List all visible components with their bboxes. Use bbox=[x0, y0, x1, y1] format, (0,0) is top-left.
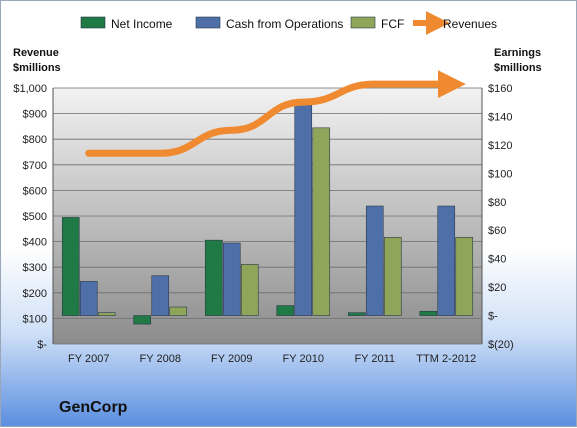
bar-fcf bbox=[97, 312, 116, 316]
bar-net-income bbox=[61, 217, 80, 316]
x-tick-label: FY 2011 bbox=[354, 353, 395, 365]
bar-fcf bbox=[383, 237, 402, 316]
right-tick-label: $(20) bbox=[488, 339, 514, 351]
right-axis-ticks: $(20) $- $20 $40 $60 $80 $100 $120 $140 $160 bbox=[488, 83, 514, 351]
left-tick-label: $1,000 bbox=[13, 83, 47, 95]
bar-net-income bbox=[419, 310, 438, 316]
legend-swatch-fcf bbox=[350, 16, 376, 29]
bar-cash-from-operations bbox=[79, 281, 98, 316]
bar-cash-from-operations bbox=[222, 242, 241, 316]
left-axis-title-line1: Revenue bbox=[13, 47, 59, 59]
left-tick-label: $100 bbox=[23, 313, 47, 325]
bar-cash-from-operations bbox=[151, 275, 170, 316]
right-tick-label: $60 bbox=[488, 225, 506, 237]
right-axis-title-line2: $millions bbox=[494, 62, 542, 74]
left-tick-label: $600 bbox=[23, 185, 47, 197]
legend-label-revenues: Revenues bbox=[443, 17, 497, 31]
revenues-line bbox=[85, 70, 466, 157]
bar-fcf bbox=[240, 264, 259, 316]
legend-label-net-income: Net Income bbox=[111, 17, 173, 31]
legend-label-fcf: FCF bbox=[381, 17, 404, 31]
left-tick-label: $- bbox=[37, 339, 47, 351]
bar-cash-from-operations bbox=[294, 104, 313, 316]
bar-net-income bbox=[347, 312, 366, 316]
left-tick-label: $900 bbox=[23, 109, 47, 121]
bar-net-income bbox=[204, 239, 223, 316]
x-tick-label: TTM 2-2012 bbox=[416, 353, 476, 365]
legend-label-cash-from-operations: Cash from Operations bbox=[226, 17, 343, 31]
left-tick-label: $200 bbox=[23, 288, 47, 300]
bar-cash-from-operations bbox=[365, 205, 384, 316]
x-axis-ticks: FY 2007 FY 2008 FY 2009 FY 2010 FY 2011 TTM 2… bbox=[68, 353, 476, 365]
right-tick-label: $140 bbox=[488, 111, 512, 123]
right-tick-label: $100 bbox=[488, 168, 512, 180]
legend-swatch-net-income bbox=[80, 16, 106, 29]
right-tick-label: $20 bbox=[488, 282, 506, 294]
bar-fcf bbox=[312, 127, 331, 316]
x-tick-label: FY 2007 bbox=[68, 353, 109, 365]
revenue-line bbox=[85, 70, 466, 157]
left-tick-label: $500 bbox=[23, 211, 47, 223]
x-tick-label: FY 2009 bbox=[211, 353, 252, 365]
bars bbox=[61, 104, 474, 325]
left-tick-label: $800 bbox=[23, 134, 47, 146]
legend: Net Income Cash from Operations FCF Revenue… bbox=[80, 11, 497, 35]
bar-fcf bbox=[169, 306, 188, 316]
x-tick-label: FY 2010 bbox=[283, 353, 324, 365]
left-tick-label: $300 bbox=[23, 262, 47, 274]
left-tick-label: $700 bbox=[23, 160, 47, 172]
left-axis-ticks: $- $100 $200 $300 $400 $500 $600 $700 $800 $900 $1… bbox=[13, 83, 47, 351]
bar-fcf bbox=[455, 237, 474, 316]
legend-swatch-cash-from-operations bbox=[195, 16, 221, 29]
x-tick-label: FY 2008 bbox=[140, 353, 181, 365]
right-axis-title-line1: Earnings bbox=[494, 47, 541, 59]
right-tick-label: $120 bbox=[488, 140, 512, 152]
right-tick-label: $160 bbox=[488, 83, 512, 95]
axis-titles: Revenue $millions Earnings $millions bbox=[13, 47, 542, 74]
bar-cash-from-operations bbox=[437, 205, 456, 316]
bar-net-income bbox=[133, 315, 152, 325]
bar-net-income bbox=[276, 305, 295, 316]
right-tick-label: $- bbox=[488, 311, 498, 323]
right-tick-label: $80 bbox=[488, 197, 506, 209]
right-tick-label: $40 bbox=[488, 254, 506, 266]
left-axis-title-line2: $millions bbox=[13, 62, 61, 74]
left-tick-label: $400 bbox=[23, 237, 47, 249]
company-name: GenCorp bbox=[59, 399, 128, 416]
